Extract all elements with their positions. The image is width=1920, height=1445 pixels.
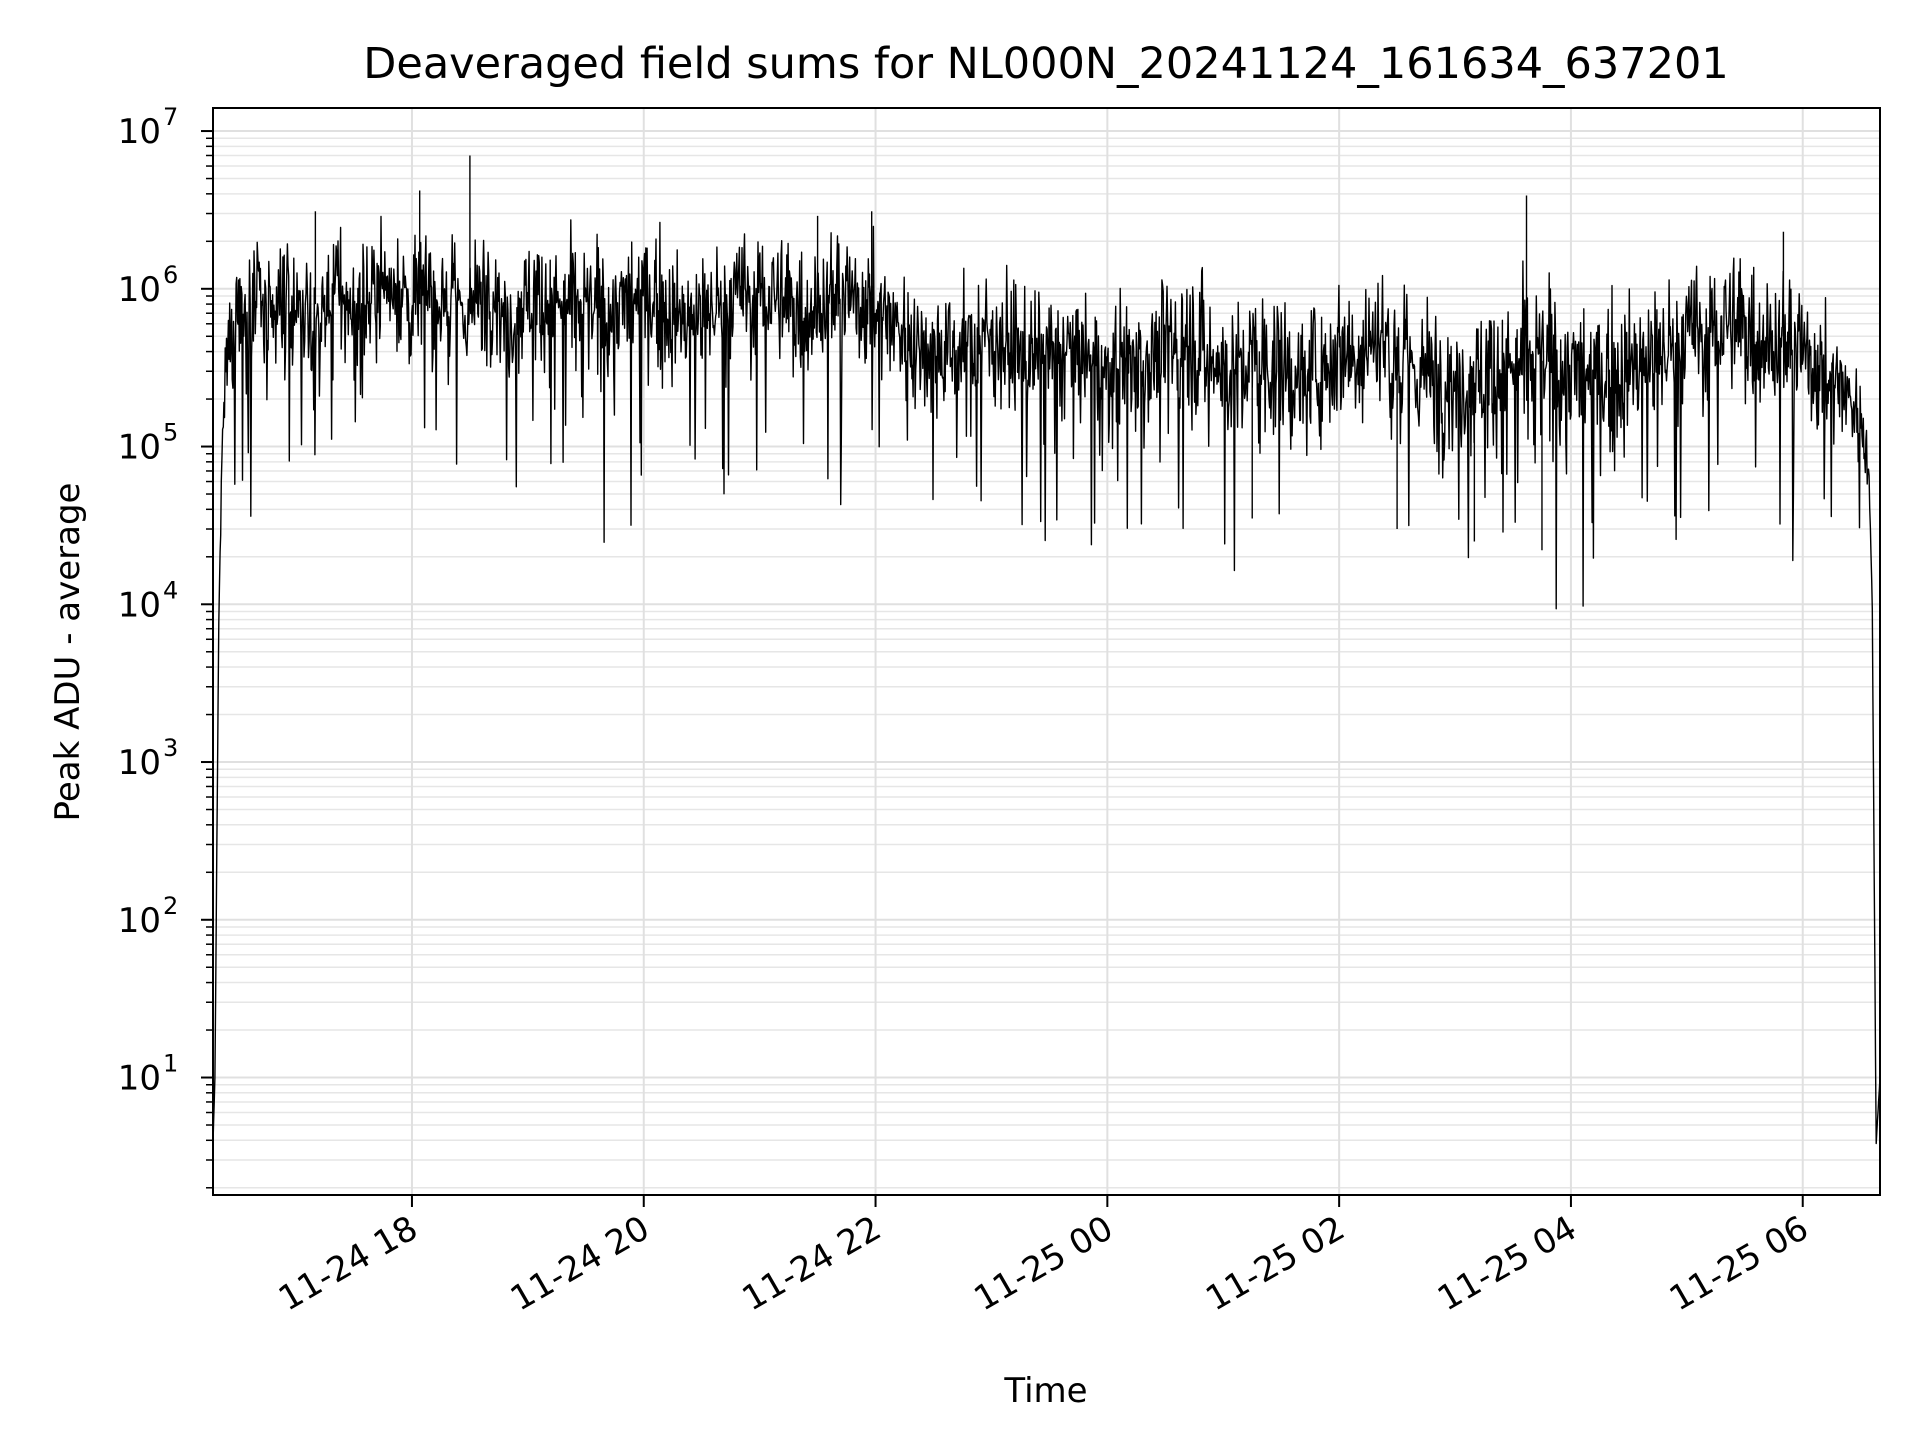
y-tick-label: 10 bbox=[118, 901, 161, 941]
chart-title: Deaveraged field sums for NL000N_2024112… bbox=[363, 39, 1728, 89]
series-line bbox=[212, 215, 1881, 1145]
x-axis-label: Time bbox=[1003, 1371, 1087, 1411]
y-tick-label: 10 bbox=[118, 1059, 161, 1099]
y-tick-exponent: 5 bbox=[163, 419, 178, 447]
y-tick-exponent: 4 bbox=[163, 576, 178, 604]
y-tick-exponent: 7 bbox=[163, 103, 178, 131]
grid-lines bbox=[213, 108, 1880, 1195]
y-tick-label: 10 bbox=[118, 428, 161, 468]
y-tick-label: 10 bbox=[118, 270, 161, 310]
data-series bbox=[212, 155, 1881, 1145]
y-tick-exponent: 6 bbox=[163, 261, 178, 289]
y-tick-exponent: 3 bbox=[163, 734, 178, 762]
y-tick-exponent: 1 bbox=[163, 1050, 178, 1078]
y-tick-label: 10 bbox=[118, 585, 161, 625]
y-tick-label: 10 bbox=[118, 743, 161, 783]
y-tick-exponent: 2 bbox=[163, 892, 178, 920]
y-tick-label: 10 bbox=[118, 112, 161, 152]
y-axis-label: Peak ADU - average bbox=[48, 483, 88, 822]
